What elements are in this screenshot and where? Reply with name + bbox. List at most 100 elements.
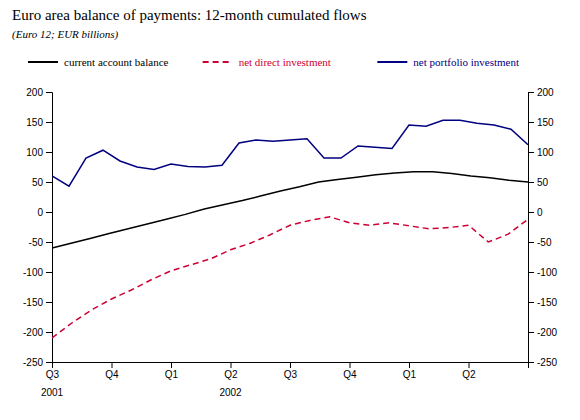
y2-tick: -250 xyxy=(528,357,557,368)
y2-tick-label: 150 xyxy=(537,117,554,128)
y-tick-label: 100 xyxy=(26,147,43,158)
x-tick-label: Q3 xyxy=(46,369,60,380)
y-tick-label: 150 xyxy=(26,117,43,128)
y2-tick-label: -150 xyxy=(537,297,557,308)
y-tick: -250 xyxy=(23,357,52,368)
legend-item: current account balance xyxy=(28,56,169,68)
y-tick-label: 50 xyxy=(32,177,44,188)
x-tick: Q2 xyxy=(462,362,476,380)
y-tick-label: 200 xyxy=(26,87,43,98)
y-tick: -50 xyxy=(29,237,52,248)
x-tick-label: Q4 xyxy=(105,369,119,380)
legend-item: net portfolio investment xyxy=(377,56,519,68)
y2-tick-label: -50 xyxy=(537,237,552,248)
y2-tick-label: -250 xyxy=(537,357,557,368)
y2-tick-mark xyxy=(528,272,534,273)
y-tick: 200 xyxy=(26,87,52,98)
y2-tick-mark xyxy=(528,242,534,243)
legend-swatch xyxy=(377,61,407,63)
y2-tick: 0 xyxy=(528,207,543,218)
x-tick: Q2 xyxy=(224,362,238,380)
y2-tick-mark xyxy=(528,92,534,93)
y-tick: -100 xyxy=(23,267,52,278)
y2-tick-mark xyxy=(528,302,534,303)
y-tick: 0 xyxy=(37,207,52,218)
y2-tick-mark xyxy=(528,332,534,333)
y-tick: -150 xyxy=(23,297,52,308)
y-tick: -200 xyxy=(23,327,52,338)
y2-tick-mark xyxy=(528,362,534,363)
y2-tick: 50 xyxy=(528,177,549,188)
x-tick: Q1 xyxy=(165,362,179,380)
y-tick: 100 xyxy=(26,147,52,158)
legend-label: net portfolio investment xyxy=(413,56,519,68)
x-tick-label: Q1 xyxy=(403,369,417,380)
x-tick-mark xyxy=(231,362,232,368)
y-tick: 150 xyxy=(26,117,52,128)
series-line xyxy=(52,172,528,248)
legend-label: current account balance xyxy=(64,56,169,68)
y-tick-mark xyxy=(46,332,52,333)
y2-tick: -150 xyxy=(528,297,557,308)
y2-tick-label: 0 xyxy=(537,207,543,218)
annotation: 2002 xyxy=(219,387,242,398)
chart: Euro area balance of payments: 12-month … xyxy=(0,0,580,420)
y-tick-mark xyxy=(46,362,52,363)
y2-axis-line xyxy=(529,93,535,363)
y2-tick: -100 xyxy=(528,267,557,278)
y-tick-label: 0 xyxy=(37,207,43,218)
x-tick-mark xyxy=(171,362,172,368)
plot-area: Q3 Q4 Q1 Q2 Q3 Q4 Q1 Q2 2001 2002 -250 -200 -150 -100… xyxy=(23,87,557,398)
y-tick-mark xyxy=(46,92,52,93)
x-tick: Q3 xyxy=(46,362,60,380)
y2-tick: -50 xyxy=(528,237,552,248)
x-tick-mark xyxy=(350,362,351,368)
y2-tick: 100 xyxy=(528,147,554,158)
x-tick-label: Q4 xyxy=(343,369,357,380)
y2-tick-mark xyxy=(528,182,534,183)
y2-tick: 150 xyxy=(528,117,554,128)
y-tick-label: -250 xyxy=(23,357,43,368)
series-line xyxy=(52,217,528,338)
x-tick-label: Q3 xyxy=(284,369,298,380)
y-tick-mark xyxy=(46,212,52,213)
y2-tick-label: -200 xyxy=(537,327,557,338)
subtitle: (Euro 12; EUR billions) xyxy=(12,28,119,41)
x-tick: Q3 xyxy=(284,362,298,380)
y-tick-mark xyxy=(46,242,52,243)
title: Euro area balance of payments: 12-month … xyxy=(12,7,367,23)
x-tick-mark xyxy=(409,362,410,368)
x-tick: Q4 xyxy=(343,362,357,380)
y-tick-mark xyxy=(46,152,52,153)
y-tick-mark xyxy=(46,272,52,273)
y-tick-label: -150 xyxy=(23,297,43,308)
x-tick: Q1 xyxy=(403,362,417,380)
x-tick-mark xyxy=(112,362,113,368)
legend-swatch xyxy=(28,61,58,63)
x-tick-label: Q2 xyxy=(224,369,238,380)
x-tick: Q4 xyxy=(105,362,119,380)
y2-tick-label: 100 xyxy=(537,147,554,158)
series-line xyxy=(52,120,528,186)
annotation: 2001 xyxy=(41,387,64,398)
legend: current account balance net direct invest… xyxy=(28,56,519,68)
x-axis-line xyxy=(53,363,529,369)
y2-axis: -250 -200 -150 -100 -50 0 50 100 150 200 xyxy=(528,87,557,368)
y-tick-label: -100 xyxy=(23,267,43,278)
x-tick-label: Q2 xyxy=(462,369,476,380)
legend-swatch xyxy=(203,61,233,63)
x-axis: Q3 Q4 Q1 Q2 Q3 Q4 Q1 Q2 xyxy=(46,362,529,380)
y2-tick: 200 xyxy=(528,87,554,98)
y-tick-label: -50 xyxy=(29,237,44,248)
y2-tick: -200 xyxy=(528,327,557,338)
y2-tick-label: -100 xyxy=(537,267,557,278)
y2-tick-mark xyxy=(528,122,534,123)
y-tick-mark xyxy=(46,182,52,183)
y-tick-mark xyxy=(46,302,52,303)
y2-tick-mark xyxy=(528,212,534,213)
y2-tick-label: 50 xyxy=(537,177,549,188)
legend-label: net direct investment xyxy=(239,56,331,68)
y2-tick-mark xyxy=(528,152,534,153)
x-tick-label: Q1 xyxy=(165,369,179,380)
series-group xyxy=(52,120,528,338)
